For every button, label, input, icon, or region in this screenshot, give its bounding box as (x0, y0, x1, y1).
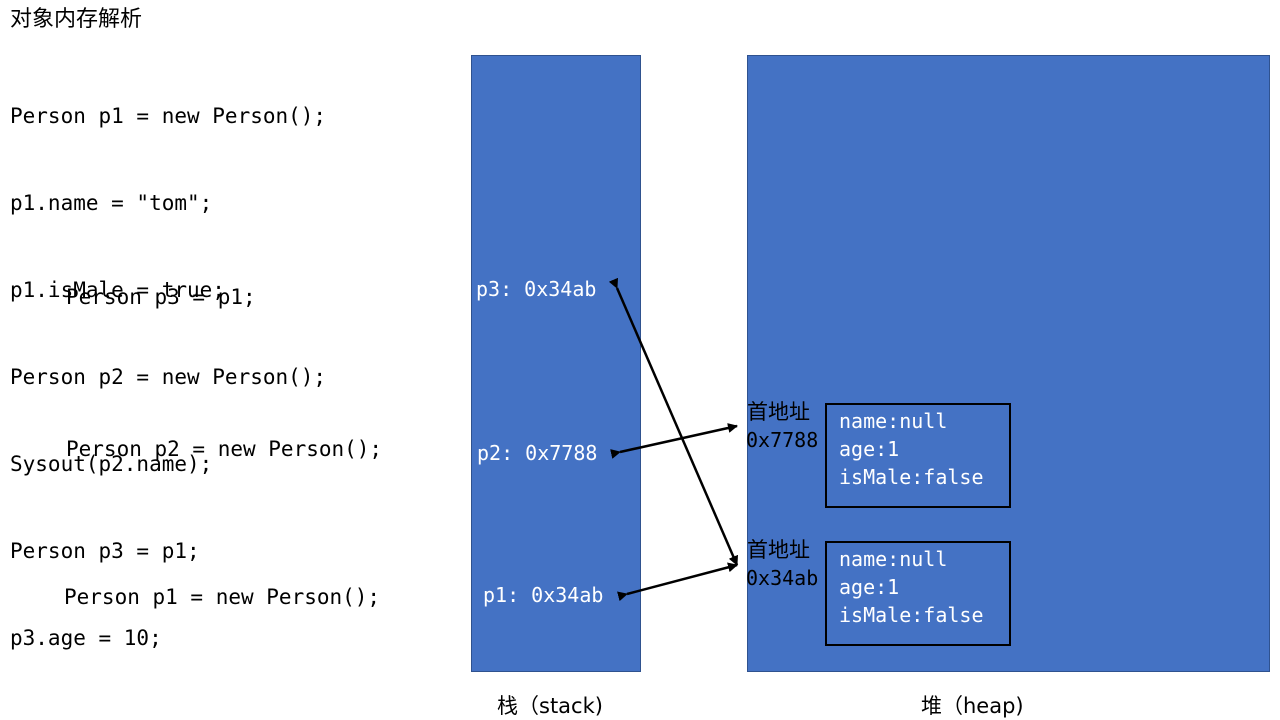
page-title: 对象内存解析 (10, 7, 143, 32)
object-2-field-age: age:1 (839, 575, 900, 599)
object-1-field-ismale: isMale:false (839, 465, 984, 489)
code-listing: Person p1 = new Person(); p1.name = "tom… (10, 44, 326, 682)
statement-p2: Person p2 = new Person(); (66, 437, 383, 461)
object-2-field-name: name:null (839, 547, 948, 571)
statement-p3: Person p3 = p1; (66, 285, 256, 309)
heap-object-2: name:null age:1 isMale:false (825, 541, 1011, 646)
object-1-address: 0x7788 (746, 428, 819, 452)
object-1-address-label: 首地址 (747, 400, 810, 424)
code-line: Person p3 = p1; (10, 539, 200, 563)
code-line: p1.name = "tom"; (10, 191, 213, 215)
arrow-p1-to-object-2 (617, 562, 738, 602)
code-line: Sysout(p2.name); (10, 452, 213, 476)
object-2-field-ismale: isMale:false (839, 603, 984, 627)
stack-var-p2: p2: 0x7788 (477, 441, 598, 465)
code-line: p1.isMale = true; (10, 278, 225, 302)
stack-caption: 栈（stack) (497, 694, 603, 718)
object-1-field-age: age:1 (839, 437, 900, 461)
code-line: p3.age = 10; (10, 626, 162, 650)
stack-var-p3: p3: 0x34ab (476, 277, 597, 301)
statement-p1: Person p1 = new Person(); (64, 585, 381, 609)
object-1-field-name: name:null (839, 409, 948, 433)
stack-var-p1: p1: 0x34ab (483, 583, 604, 607)
heap-caption: 堆（heap) (921, 694, 1024, 718)
heap-object-1: name:null age:1 isMale:false (825, 403, 1011, 508)
object-2-address-label: 首地址 (747, 538, 810, 562)
code-line: Person p1 = new Person(); (10, 104, 327, 128)
arrow-p3-to-object-2 (608, 277, 739, 566)
code-line: Person p2 = new Person(); (10, 365, 327, 389)
object-2-address: 0x34ab (746, 566, 819, 590)
